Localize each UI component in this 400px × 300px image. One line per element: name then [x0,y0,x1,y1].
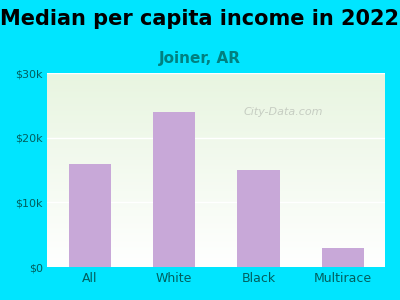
Bar [322,248,364,267]
Text: Median per capita income in 2022: Median per capita income in 2022 [0,9,400,29]
Bar [237,170,280,267]
Text: Joiner, AR: Joiner, AR [159,51,241,66]
Bar [68,164,111,267]
Text: City-Data.com: City-Data.com [244,107,324,117]
Bar [153,112,195,267]
